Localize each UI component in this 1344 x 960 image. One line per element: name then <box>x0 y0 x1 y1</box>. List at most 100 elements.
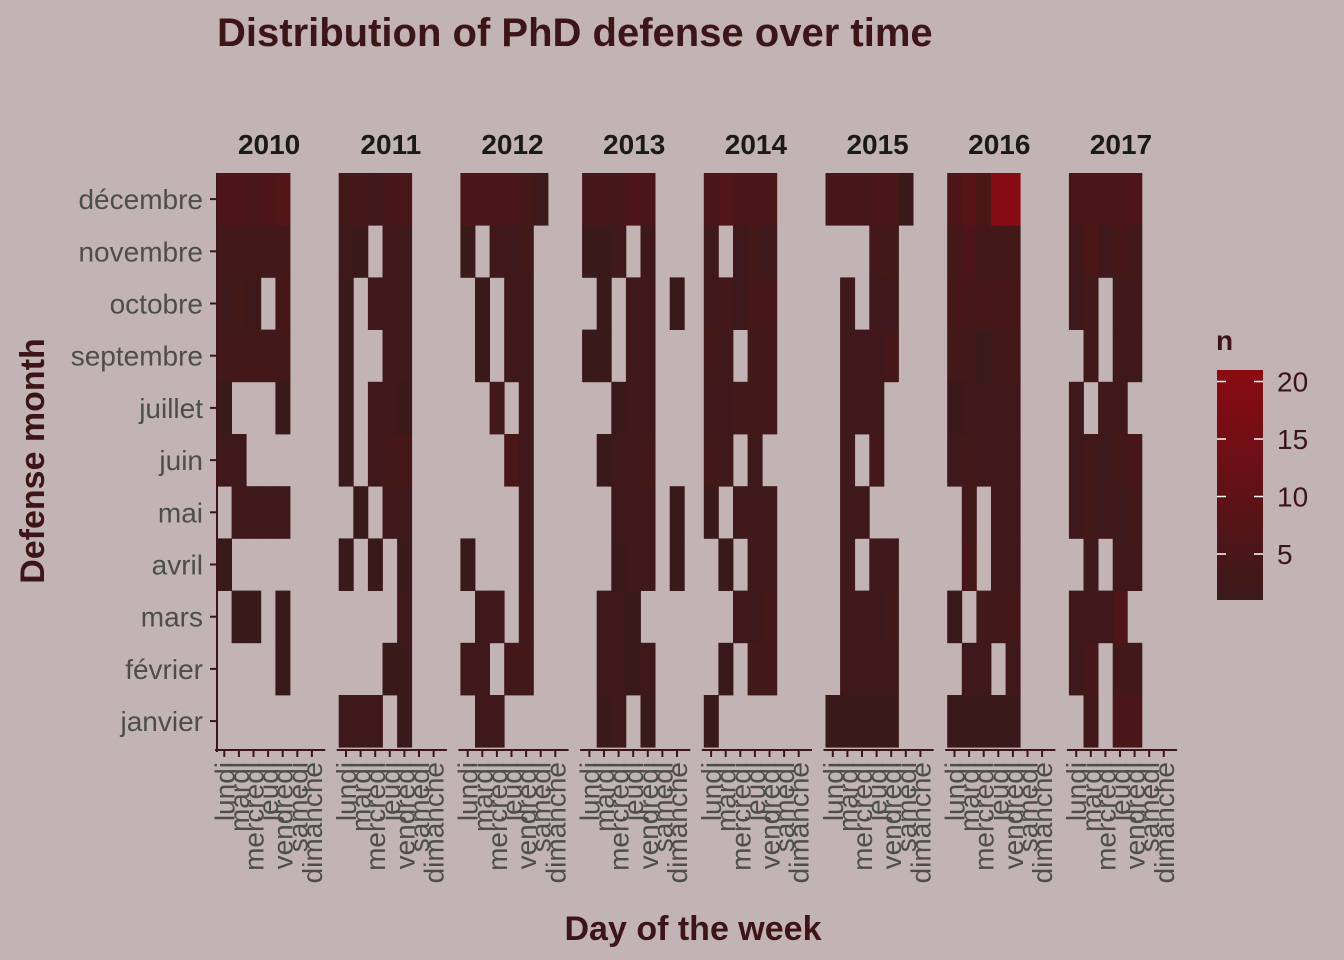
heatmap-cell <box>1005 277 1021 330</box>
heatmap-cell <box>840 329 856 383</box>
x-tick-label: dimanche <box>1149 762 1180 883</box>
heatmap-cell <box>1112 590 1128 644</box>
chart-title: Distribution of PhD defense over time <box>217 11 933 55</box>
heatmap-cell <box>611 590 627 644</box>
heatmap-cell <box>762 642 778 696</box>
x-tick-label: samedi <box>282 762 313 852</box>
heatmap-cell <box>475 642 490 696</box>
heatmap-cell <box>961 381 977 435</box>
x-tick-label: dimanche <box>419 762 450 883</box>
heatmap-cell <box>1083 695 1099 748</box>
x-tick-label: vendredi <box>876 762 907 869</box>
heatmap-cell <box>1068 173 1084 226</box>
heatmap-cell <box>840 434 856 487</box>
x-tick-label: jeudi <box>740 762 771 822</box>
x-tick-label: vendredi <box>511 762 542 869</box>
heatmap-cell <box>1005 486 1021 539</box>
y-tick-label: juillet <box>138 393 203 424</box>
heatmap-cell <box>718 173 734 226</box>
heatmap-cell <box>718 642 734 696</box>
heatmap-cell <box>762 277 778 330</box>
heatmap-cell <box>382 225 398 278</box>
heatmap-cell <box>947 590 963 644</box>
heatmap-cell <box>961 329 977 383</box>
heatmap-cell <box>869 538 885 591</box>
heatmap-cell <box>231 486 247 539</box>
heatmap-cell <box>840 538 856 591</box>
x-tick-label: vendredi <box>998 762 1029 869</box>
heatmap-cell <box>854 590 870 644</box>
x-tick-label: vendredi <box>755 762 786 869</box>
heatmap-cell <box>1083 277 1099 330</box>
x-tick-label: lundi <box>1061 762 1092 821</box>
heatmap-cell <box>947 173 963 226</box>
legend-colorbar <box>1217 370 1263 600</box>
heatmap-cell <box>1127 277 1143 330</box>
heatmap-cell <box>1083 642 1099 696</box>
heatmap-cell <box>854 173 870 226</box>
heatmap-cell <box>338 538 354 591</box>
facet-label: 2010 <box>238 129 300 160</box>
heatmap-cell <box>1005 538 1021 591</box>
y-tick-label: janvier <box>120 706 203 737</box>
heatmap-cell <box>1112 486 1128 539</box>
heatmap-cell <box>1068 486 1084 539</box>
heatmap-cell <box>840 381 856 435</box>
x-tick-label: dimanche <box>662 762 693 883</box>
heatmap-cell <box>840 642 856 696</box>
heatmap-cell <box>869 173 885 226</box>
heatmap-cell <box>275 225 291 278</box>
heatmap-cell <box>1112 538 1128 591</box>
facet-label: 2012 <box>481 129 543 160</box>
y-tick-label: mai <box>158 497 203 528</box>
heatmap-cell <box>611 434 627 487</box>
heatmap-cell <box>640 277 656 330</box>
heatmap-cell <box>260 486 276 539</box>
heatmap-cell <box>718 434 734 487</box>
heatmap-cell <box>1005 434 1021 487</box>
heatmap-cell <box>611 486 627 539</box>
heatmap-cell <box>1127 434 1143 487</box>
y-tick-label: décembre <box>78 184 203 215</box>
heatmap-cell <box>397 590 413 644</box>
heatmap-cell <box>991 277 1006 330</box>
heatmap-cell <box>991 590 1006 644</box>
heatmap-cell <box>1005 329 1021 383</box>
x-tick-label: mercredi <box>604 762 635 871</box>
x-tick-label: lundi <box>940 762 971 821</box>
heatmap-cell <box>1068 434 1084 487</box>
heatmap-cell <box>1005 173 1021 226</box>
heatmap-cell <box>611 642 627 696</box>
heatmap-cell <box>976 225 992 278</box>
x-tick-label: dimanche <box>905 762 936 883</box>
y-tick-label: octobre <box>110 289 203 320</box>
x-tick-label: samedi <box>1013 762 1044 852</box>
y-tick-label: juin <box>158 445 203 476</box>
heatmap-cell <box>869 590 885 644</box>
heatmap-cell <box>260 329 276 383</box>
heatmap-cell <box>869 642 885 696</box>
x-tick-label: samedi <box>404 762 435 852</box>
heatmap-cell <box>1083 173 1099 226</box>
heatmap-cell <box>260 173 276 226</box>
heatmap-cell <box>718 538 734 591</box>
heatmap-cell <box>840 277 856 330</box>
heatmap-cell <box>338 381 354 435</box>
x-tick-label: jeudi <box>618 762 649 822</box>
heatmap-cell <box>367 173 383 226</box>
heatmap-cell <box>1098 434 1114 487</box>
heatmap-cell <box>489 381 505 435</box>
x-tick-label: lundi <box>453 762 484 821</box>
heatmap-cell <box>367 277 383 330</box>
heatmap-cell <box>625 486 641 539</box>
heatmap-cell <box>596 434 612 487</box>
heatmap-cell <box>460 173 476 226</box>
heatmap-cell <box>397 642 413 696</box>
heatmap-cell <box>1127 173 1143 226</box>
heatmap-cell <box>883 538 899 591</box>
heatmap-cell <box>1068 642 1084 696</box>
heatmap-cell <box>703 329 719 383</box>
heatmap-cell <box>231 434 247 487</box>
x-tick-label: lundi <box>696 762 727 821</box>
heatmap-cell <box>1112 642 1128 696</box>
